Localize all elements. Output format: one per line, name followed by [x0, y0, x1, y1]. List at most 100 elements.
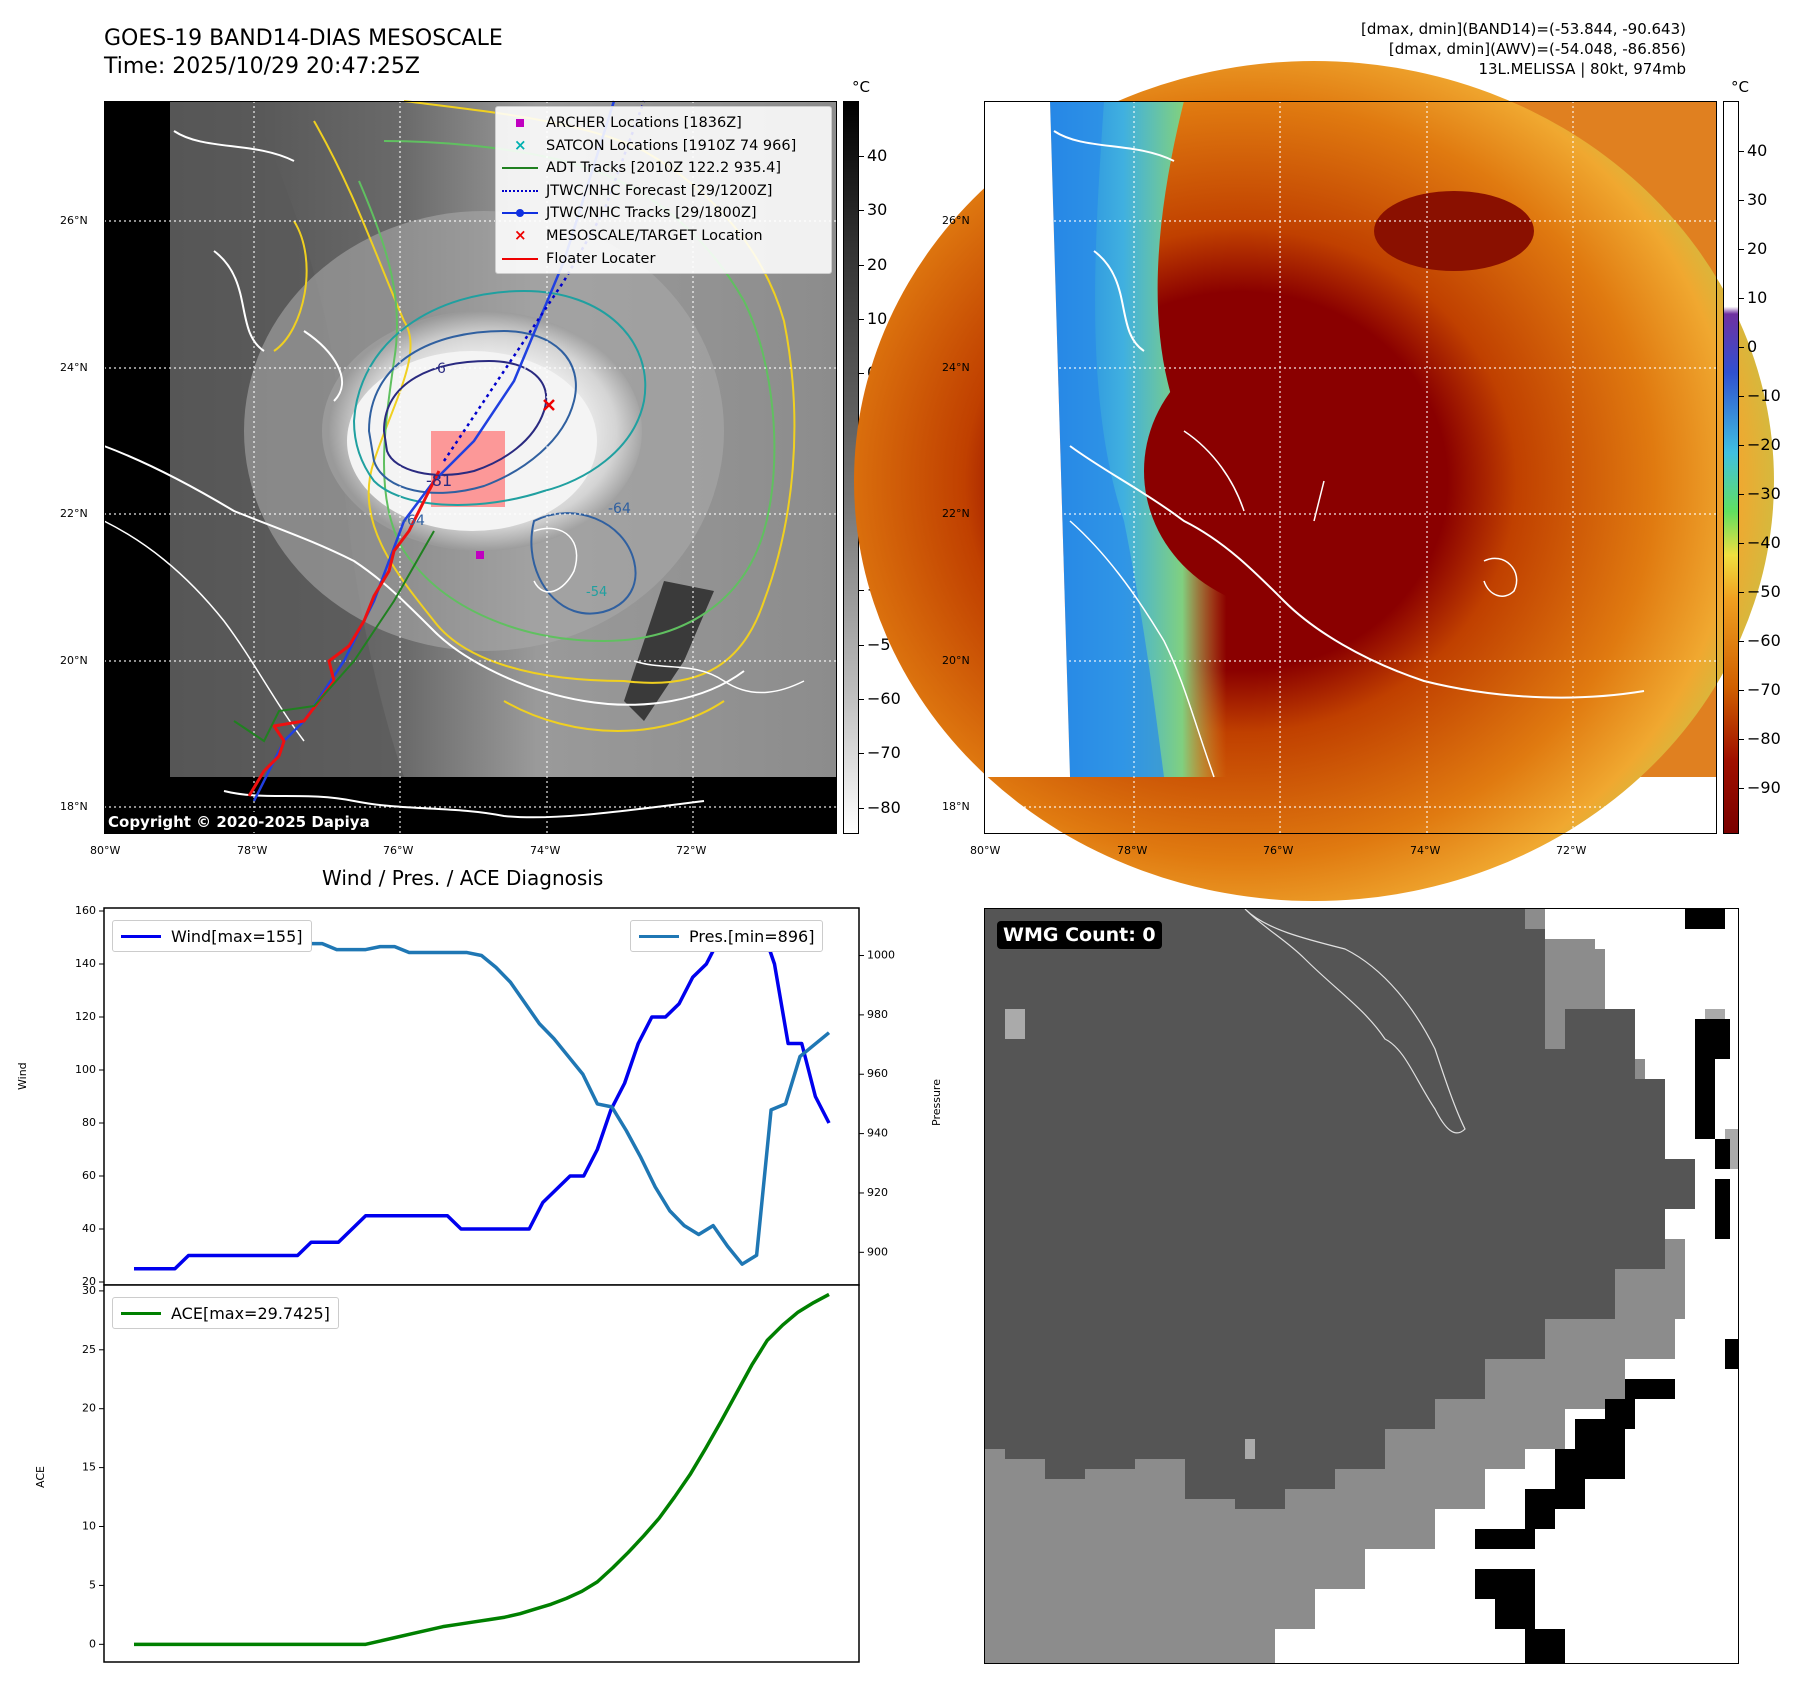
- wind-tick-label: 100: [75, 1063, 96, 1076]
- pressure-axis-label: Pressure: [930, 1079, 943, 1126]
- right-colorbar-tick: 20: [1747, 239, 1768, 258]
- right-colorbar-tick: −10: [1747, 386, 1781, 405]
- right-colorbar-tick: −90: [1747, 778, 1781, 797]
- right-lon-label-76: 76°W: [1263, 844, 1294, 857]
- right-lat-label-26: 26°N: [942, 214, 970, 227]
- ace-legend-label: ACE[max=29.7425]: [171, 1303, 330, 1323]
- ace-tick-label: 0: [89, 1637, 96, 1650]
- right-colorbar-tick: 40: [1747, 141, 1768, 160]
- ace-axis-label: ACE: [34, 1466, 47, 1488]
- wind-tick-label: 80: [82, 1116, 96, 1129]
- left-colorbar-tick: 10: [867, 308, 888, 328]
- left-colorbar-tick-mark: [859, 318, 864, 320]
- left-colorbar-tick-mark: [859, 753, 864, 755]
- wind-legend: Wind[max=155]: [112, 920, 312, 952]
- wind-axis-label: Wind: [16, 1062, 29, 1090]
- left-colorbar-tick-mark: [859, 156, 864, 157]
- right-colorbar-tick-mark: [1739, 788, 1744, 789]
- legend-item: Floater Locater: [502, 249, 655, 269]
- legend-marker-icon: ×: [514, 135, 527, 154]
- ace-series-line: [134, 1292, 830, 1647]
- right-colorbar: [1723, 101, 1739, 834]
- left-lon-label-78: 78°W: [237, 844, 268, 857]
- left-colorbar-tick-mark: [859, 644, 864, 646]
- ace-chart: 30 25 20 15 10 5 0: [82, 1284, 860, 1663]
- legend-item: × MESOSCALE/TARGET Location: [502, 226, 763, 246]
- diagnosis-title: Wind / Pres. / ACE Diagnosis: [322, 866, 604, 890]
- left-lat-label-24: 24°N: [60, 361, 88, 374]
- legend-item: × SATCON Locations [1910Z 74 966]: [502, 136, 796, 156]
- copyright-text: Copyright © 2020-2025 Dapiya: [106, 812, 372, 832]
- map-title-line1: GOES-19 BAND14-DIAS MESOSCALE: [104, 26, 503, 51]
- left-colorbar-tick: 20: [867, 254, 888, 274]
- target-marker: [543, 399, 555, 411]
- right-colorbar-tick-mark: [1739, 200, 1744, 201]
- right-colorbar-tick-mark: [1739, 739, 1744, 740]
- right-colorbar-tick: −70: [1747, 680, 1781, 699]
- legend-item-label: SATCON Locations [1910Z 74 966]: [546, 137, 797, 154]
- left-colorbar-tick: −80: [867, 797, 901, 817]
- legend-item-label: Floater Locater: [546, 250, 656, 267]
- ace-tick-label: 30: [82, 1284, 96, 1297]
- right-colorbar-tick: −30: [1747, 484, 1781, 503]
- contour-label-3: -64: [608, 501, 631, 517]
- right-colorbar-tick: 0: [1747, 337, 1758, 356]
- left-colorbar-tick: 40: [867, 146, 888, 165]
- pressure-tick-label: 1000: [867, 949, 895, 962]
- contour-label-5: -54: [586, 585, 607, 600]
- right-colorbar-tick: 10: [1747, 288, 1768, 307]
- left-lat-label-26: 26°N: [60, 214, 88, 227]
- map-title-line2: Time: 2025/10/29 20:47:25Z: [104, 54, 420, 79]
- right-colorbar-unit: °C: [1731, 78, 1749, 96]
- left-colorbar-tick-mark: [859, 699, 864, 700]
- left-colorbar-tick-mark: [859, 807, 864, 809]
- awv-map-panel: [854, 61, 1774, 901]
- archer-marker: [476, 551, 484, 559]
- wind-tick-label: 160: [75, 904, 96, 917]
- stats-line1: [dmax, dmin](BAND14)=(-53.844, -90.643): [1361, 20, 1686, 38]
- left-lat-label-18: 18°N: [60, 800, 88, 813]
- ir-map-panel: -81 -64 -64 -6 -54 ARCHER Locations [183…: [103, 100, 837, 834]
- legend-item: JTWC/NHC Tracks [29/1800Z]: [502, 203, 757, 223]
- left-colorbar-tick: −70: [867, 743, 901, 763]
- left-colorbar-tick: −60: [867, 689, 901, 708]
- map-legend: ARCHER Locations [1836Z] × SATCON Location…: [495, 106, 832, 274]
- pressure-tick-label: 940: [867, 1127, 888, 1140]
- legend-marker-icon: [502, 249, 538, 269]
- wind-tick-label: 40: [82, 1222, 96, 1235]
- awv-map-image: [854, 61, 1774, 901]
- right-colorbar-tick-mark: [1739, 592, 1744, 593]
- right-colorbar-tick-mark: [1739, 298, 1744, 299]
- left-colorbar-tick-mark: [859, 210, 864, 212]
- legend-item-label: JTWC/NHC Forecast [29/1200Z]: [546, 182, 773, 199]
- left-colorbar-tick-mark: [859, 264, 864, 266]
- right-colorbar-tick-mark: [1739, 543, 1744, 544]
- wmg-image: [985, 909, 1738, 1663]
- right-colorbar-tick: 30: [1747, 190, 1768, 209]
- legend-item-label: ADT Tracks [2010Z 122.2 935.4]: [546, 160, 782, 177]
- legend-item-label: JTWC/NHC Tracks [29/1800Z]: [546, 205, 757, 222]
- ace-tick-label: 15: [82, 1461, 96, 1474]
- wind-legend-line: [121, 934, 161, 938]
- right-lat-label-22: 22°N: [942, 507, 970, 520]
- legend-marker-icon: [502, 181, 538, 201]
- legend-marker-icon: [502, 158, 538, 178]
- right-lat-label-24: 24°N: [942, 361, 970, 374]
- ace-tick-label: 5: [89, 1578, 96, 1591]
- wmg-panel: WMG Count: 0: [984, 908, 1739, 1664]
- left-lat-label-22: 22°N: [60, 507, 88, 520]
- left-lon-label-76: 76°W: [383, 844, 414, 857]
- wind-tick-label: 60: [82, 1169, 96, 1182]
- left-colorbar-tick: 30: [867, 200, 888, 220]
- ace-tick-label: 10: [82, 1520, 96, 1533]
- right-colorbar-tick-mark: [1739, 445, 1744, 446]
- right-lon-label-80: 80°W: [970, 844, 1001, 857]
- pressure-legend: Pres.[min=896]: [630, 920, 824, 952]
- left-lon-label-80: 80°W: [90, 844, 121, 857]
- contour-label-4: -6: [432, 361, 446, 377]
- right-colorbar-tick-mark: [1739, 641, 1744, 642]
- right-lon-label-78: 78°W: [1117, 844, 1148, 857]
- right-colorbar-tick: −50: [1747, 582, 1781, 601]
- contour-label-1: -81: [426, 471, 452, 490]
- wmg-count-label: WMG Count: 0: [997, 921, 1162, 949]
